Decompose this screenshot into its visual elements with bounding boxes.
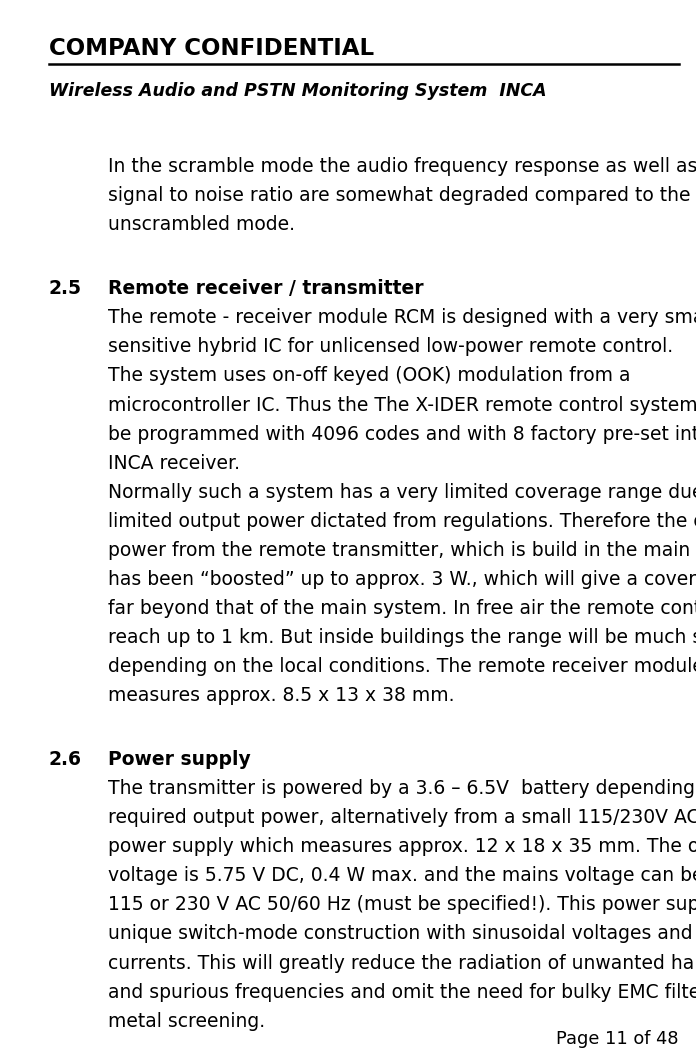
Text: In the scramble mode the audio frequency response as well as the: In the scramble mode the audio frequency… [108, 157, 696, 177]
Text: INCA receiver.: INCA receiver. [108, 453, 240, 472]
Text: unique switch-mode construction with sinusoidal voltages and: unique switch-mode construction with sin… [108, 925, 693, 944]
Text: required output power, alternatively from a small 115/230V AC mains: required output power, alternatively fro… [108, 809, 696, 827]
Text: signal to noise ratio are somewhat degraded compared to the: signal to noise ratio are somewhat degra… [108, 186, 690, 205]
Text: voltage is 5.75 V DC, 0.4 W max. and the mains voltage can be either: voltage is 5.75 V DC, 0.4 W max. and the… [108, 866, 696, 885]
Text: 2.5: 2.5 [49, 279, 81, 298]
Text: has been “boosted” up to approx. 3 W., which will give a cover range: has been “boosted” up to approx. 3 W., w… [108, 570, 696, 588]
Text: The system uses on-off keyed (OOK) modulation from a: The system uses on-off keyed (OOK) modul… [108, 366, 631, 385]
Text: 2.6: 2.6 [49, 750, 81, 769]
Text: Normally such a system has a very limited coverage range due to the: Normally such a system has a very limite… [108, 483, 696, 502]
Text: metal screening.: metal screening. [108, 1012, 265, 1031]
Text: Page 11 of 48: Page 11 of 48 [556, 1030, 679, 1048]
Text: Remote receiver / transmitter: Remote receiver / transmitter [108, 279, 423, 298]
Text: far beyond that of the main system. In free air the remote control will: far beyond that of the main system. In f… [108, 599, 696, 618]
Text: depending on the local conditions. The remote receiver module: depending on the local conditions. The r… [108, 658, 696, 676]
Text: microcontroller IC. Thus the The X-IDER remote control system can: microcontroller IC. Thus the The X-IDER … [108, 396, 696, 415]
Text: 115 or 230 V AC 50/60 Hz (must be specified!). This power supply is a: 115 or 230 V AC 50/60 Hz (must be specif… [108, 896, 696, 914]
Text: limited output power dictated from regulations. Therefore the output: limited output power dictated from regul… [108, 512, 696, 531]
Text: Power supply: Power supply [108, 750, 251, 769]
Text: and spurious frequencies and omit the need for bulky EMC filters and: and spurious frequencies and omit the ne… [108, 982, 696, 1001]
Text: power from the remote transmitter, which is build in the main receiver,: power from the remote transmitter, which… [108, 541, 696, 560]
Text: power supply which measures approx. 12 x 18 x 35 mm. The output: power supply which measures approx. 12 x… [108, 837, 696, 857]
Text: The remote - receiver module RCM is designed with a very small and: The remote - receiver module RCM is desi… [108, 309, 696, 328]
Text: reach up to 1 km. But inside buildings the range will be much shorter: reach up to 1 km. But inside buildings t… [108, 628, 696, 647]
Text: Wireless Audio and PSTN Monitoring System  INCA: Wireless Audio and PSTN Monitoring Syste… [49, 82, 546, 100]
Text: unscrambled mode.: unscrambled mode. [108, 215, 295, 234]
Text: The transmitter is powered by a 3.6 – 6.5V  battery depending on the: The transmitter is powered by a 3.6 – 6.… [108, 779, 696, 798]
Text: sensitive hybrid IC for unlicensed low-power remote control.: sensitive hybrid IC for unlicensed low-p… [108, 337, 673, 356]
Text: currents. This will greatly reduce the radiation of unwanted harmonics: currents. This will greatly reduce the r… [108, 953, 696, 972]
Text: measures approx. 8.5 x 13 x 38 mm.: measures approx. 8.5 x 13 x 38 mm. [108, 686, 454, 705]
Text: COMPANY CONFIDENTIAL: COMPANY CONFIDENTIAL [49, 37, 374, 61]
Text: be programmed with 4096 codes and with 8 factory pre-set into the: be programmed with 4096 codes and with 8… [108, 425, 696, 444]
